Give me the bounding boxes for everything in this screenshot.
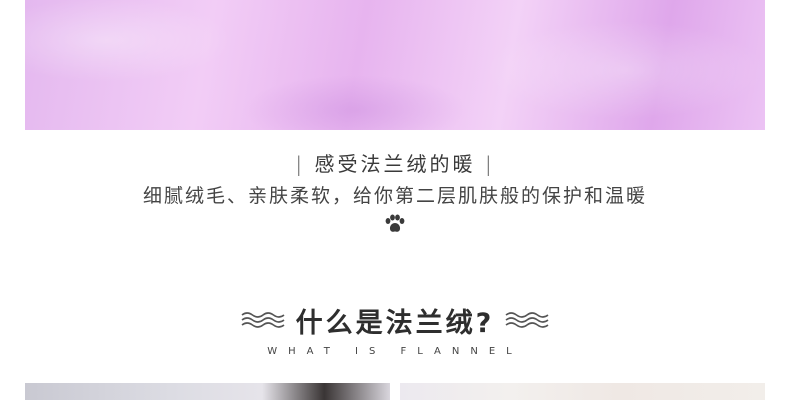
fabric-banner-image xyxy=(25,0,765,130)
section-heading: 什么是法兰绒? xyxy=(295,307,495,339)
product-photo-right xyxy=(400,383,765,400)
wave-icon-left xyxy=(241,312,285,328)
feature-description: 细腻绒毛、亲肤柔软，给你第二层肌肤般的保护和温暖 xyxy=(142,185,647,207)
paw-icon xyxy=(385,214,405,232)
wave-icon-right xyxy=(505,312,549,328)
section-english-subtitle: WHAT IS FLANNEL xyxy=(267,346,523,357)
product-photo-left xyxy=(25,383,390,400)
title-bar-left: | xyxy=(295,152,306,176)
feature-title-text: 感受法兰绒的暖 xyxy=(314,152,476,176)
title-bar-right: | xyxy=(484,152,495,176)
feature-title: | 感受法兰绒的暖 | xyxy=(0,148,790,177)
section-heading-row: 什么是法兰绒? xyxy=(0,302,790,339)
